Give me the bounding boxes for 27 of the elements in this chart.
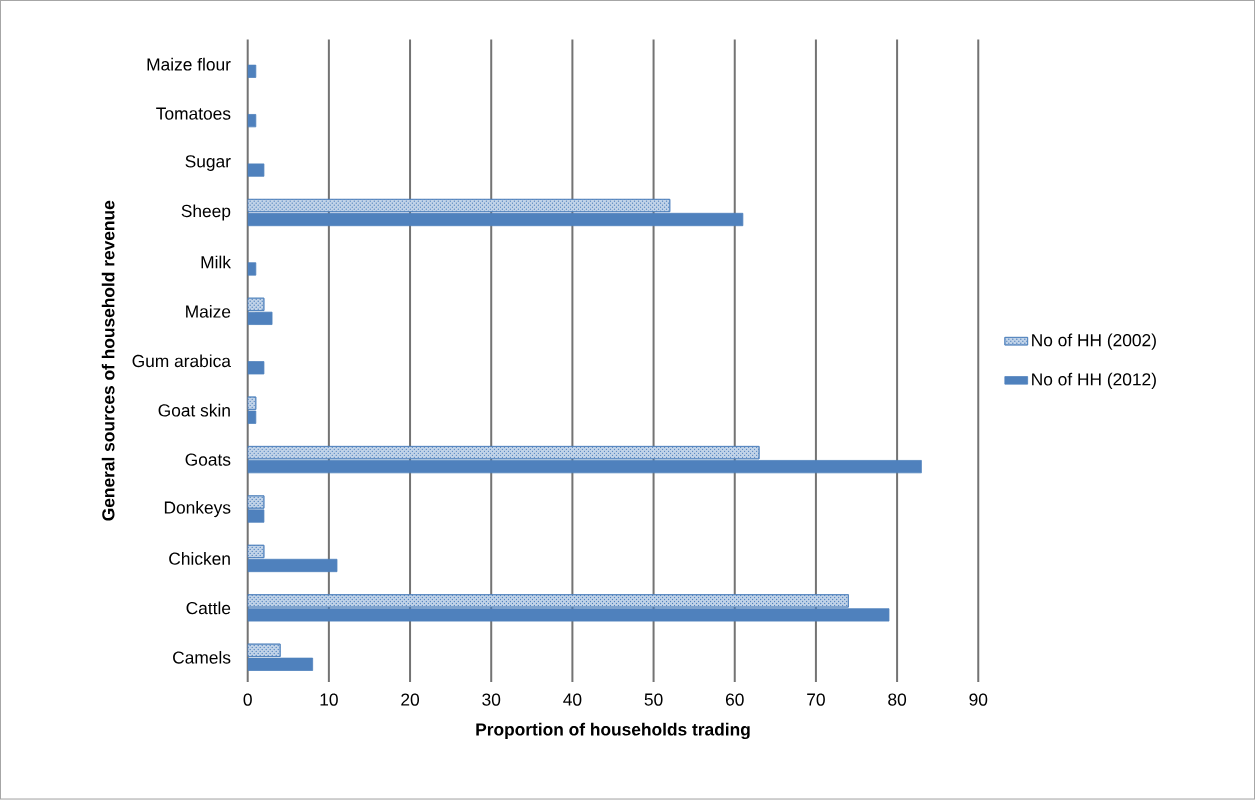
y-tick-label: Goats [185, 453, 231, 466]
x-tick-label: 20 [401, 693, 420, 706]
x-tick-label: 10 [320, 693, 338, 706]
x-tick-label: 70 [807, 693, 825, 706]
x-tick-label: 40 [563, 693, 582, 706]
x-tick-label: 30 [482, 693, 501, 706]
y-tick-label: Gum arabica [132, 354, 231, 368]
x-tick-label: 50 [644, 693, 663, 706]
legend-label: No of HH (2002) [1032, 333, 1156, 350]
y-tick-label: Cattle [186, 601, 231, 615]
y-tick-label: Goat skin [158, 404, 230, 417]
y-tick-label: Sugar [185, 155, 231, 172]
y-axis-title: General sources of household revenue [101, 201, 115, 521]
y-tick-label: Milk [201, 255, 231, 269]
y-tick-label: Sheep [181, 204, 231, 221]
y-tick-label: Donkeys [164, 501, 231, 518]
y-tick-label: Maize [186, 305, 231, 318]
y-tick-label: Camels [173, 651, 231, 664]
x-tick-label: 0 [243, 693, 252, 706]
y-tick-label: Tomatoes [156, 107, 231, 120]
x-axis-title: Proportion of households trading [476, 723, 750, 740]
legend-label: No of HH (2012) [1032, 372, 1156, 390]
x-tick-label: 80 [888, 693, 907, 706]
x-tick-label: 90 [969, 693, 988, 706]
x-tick-label: 60 [725, 693, 744, 706]
y-tick-label: Chicken [169, 552, 230, 566]
y-tick-label: Maize flour [147, 58, 231, 71]
